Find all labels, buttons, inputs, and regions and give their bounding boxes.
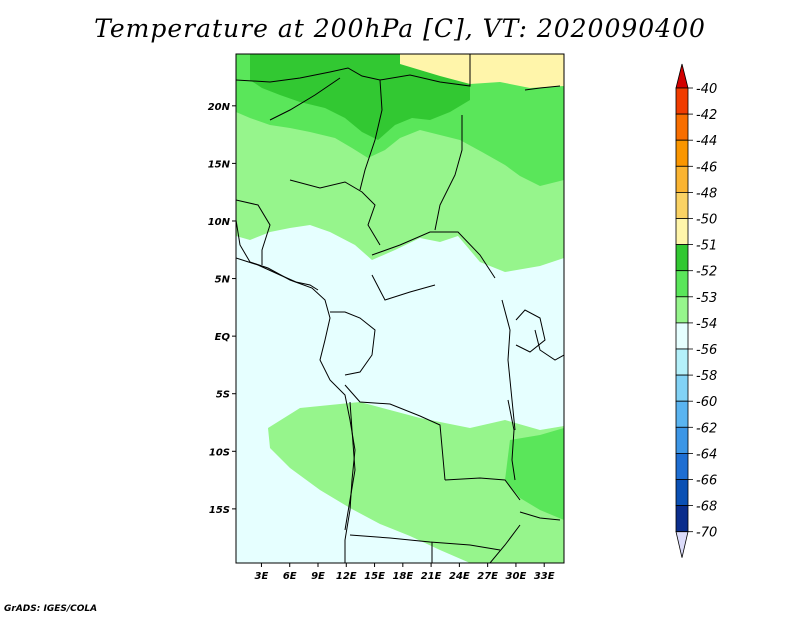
lat-tick-label: 5N (215, 275, 231, 286)
lon-tick-label: 18E (392, 571, 413, 582)
map-title: Temperature at 200hPa [C], VT: 202009040… (94, 14, 706, 43)
colorbar-label: -54 (696, 317, 717, 332)
colorbar-swatch (675, 296, 689, 324)
colorbar-label: -58 (696, 369, 717, 384)
colorbar-swatch (675, 505, 689, 533)
latitude-axis: 20N 15N 10N 5N EQ 5S 10S 15S (208, 102, 236, 516)
lat-tick-label: 15S (209, 505, 230, 516)
lat-tick-label: 5S (216, 390, 230, 401)
lat-tick-label: 20N (208, 102, 231, 113)
lat-tick-label: 10N (208, 217, 231, 228)
colorbar-swatch (675, 426, 689, 454)
lon-tick-label: 21E (421, 571, 442, 582)
colorbar-swatch (675, 113, 689, 141)
colorbar-label: -44 (696, 134, 717, 149)
longitude-axis: 3E 6E 9E 12E 15E 18E 21E 24E 27E 30E 33E (255, 563, 555, 582)
colorbar-label: -51 (696, 239, 717, 254)
colorbar: -40 -42 -44 -46 -48 -50 -51 -52 -53 -54 -56 -58 -60 -… (675, 63, 717, 558)
colorbar-label: -64 (696, 447, 717, 462)
colorbar-swatch (675, 244, 689, 272)
coastline (236, 219, 546, 563)
colorbar-label: -53 (696, 291, 717, 306)
colorbar-label: -46 (696, 160, 717, 175)
colorbar-bottom-arrow (675, 531, 689, 558)
colorbar-label: -42 (696, 108, 717, 123)
lat-tick-label: 10S (209, 447, 230, 458)
colorbar-label: -48 (696, 186, 717, 201)
lon-tick-label: 12E (336, 571, 357, 582)
colorbar-top-arrow (675, 63, 689, 89)
colorbar-swatch (675, 139, 689, 167)
lon-tick-label: 3E (255, 571, 269, 582)
colorbar-label: -66 (696, 474, 717, 489)
colorbar-swatch (675, 322, 689, 350)
colorbar-swatch (675, 87, 689, 115)
map-frame (235, 53, 565, 564)
colorbar-label: -52 (696, 265, 717, 280)
colorbar-swatch (675, 348, 689, 376)
colorbar-label: -62 (696, 421, 717, 436)
lon-tick-label: 27E (477, 571, 498, 582)
colorbar-swatch (675, 191, 689, 219)
colorbar-swatch (675, 479, 689, 507)
grads-credit: GrADS: IGES/COLA (4, 604, 98, 614)
colorbar-swatch (675, 270, 689, 298)
lon-tick-label: 6E (283, 571, 297, 582)
colorbar-label: -50 (696, 213, 717, 228)
lat-tick-label: EQ (215, 332, 231, 343)
colorbar-label: -60 (696, 395, 717, 410)
colorbar-label: -70 (696, 526, 717, 541)
colorbar-label: -40 (696, 82, 717, 97)
lon-tick-label: 33E (534, 571, 555, 582)
lat-tick-label: 15N (208, 159, 231, 170)
lon-tick-label: 30E (506, 571, 527, 582)
colorbar-swatch (675, 218, 689, 246)
colorbar-label: -56 (696, 343, 717, 358)
lon-tick-label: 9E (311, 571, 325, 582)
lon-tick-label: 15E (364, 571, 385, 582)
colorbar-swatch (675, 165, 689, 193)
colorbar-label: -68 (696, 500, 717, 515)
lon-tick-label: 24E (449, 571, 470, 582)
colorbar-swatch (675, 374, 689, 402)
colorbar-swatch (675, 452, 689, 480)
colorbar-swatch (675, 400, 689, 428)
temperature-shading (236, 54, 564, 563)
